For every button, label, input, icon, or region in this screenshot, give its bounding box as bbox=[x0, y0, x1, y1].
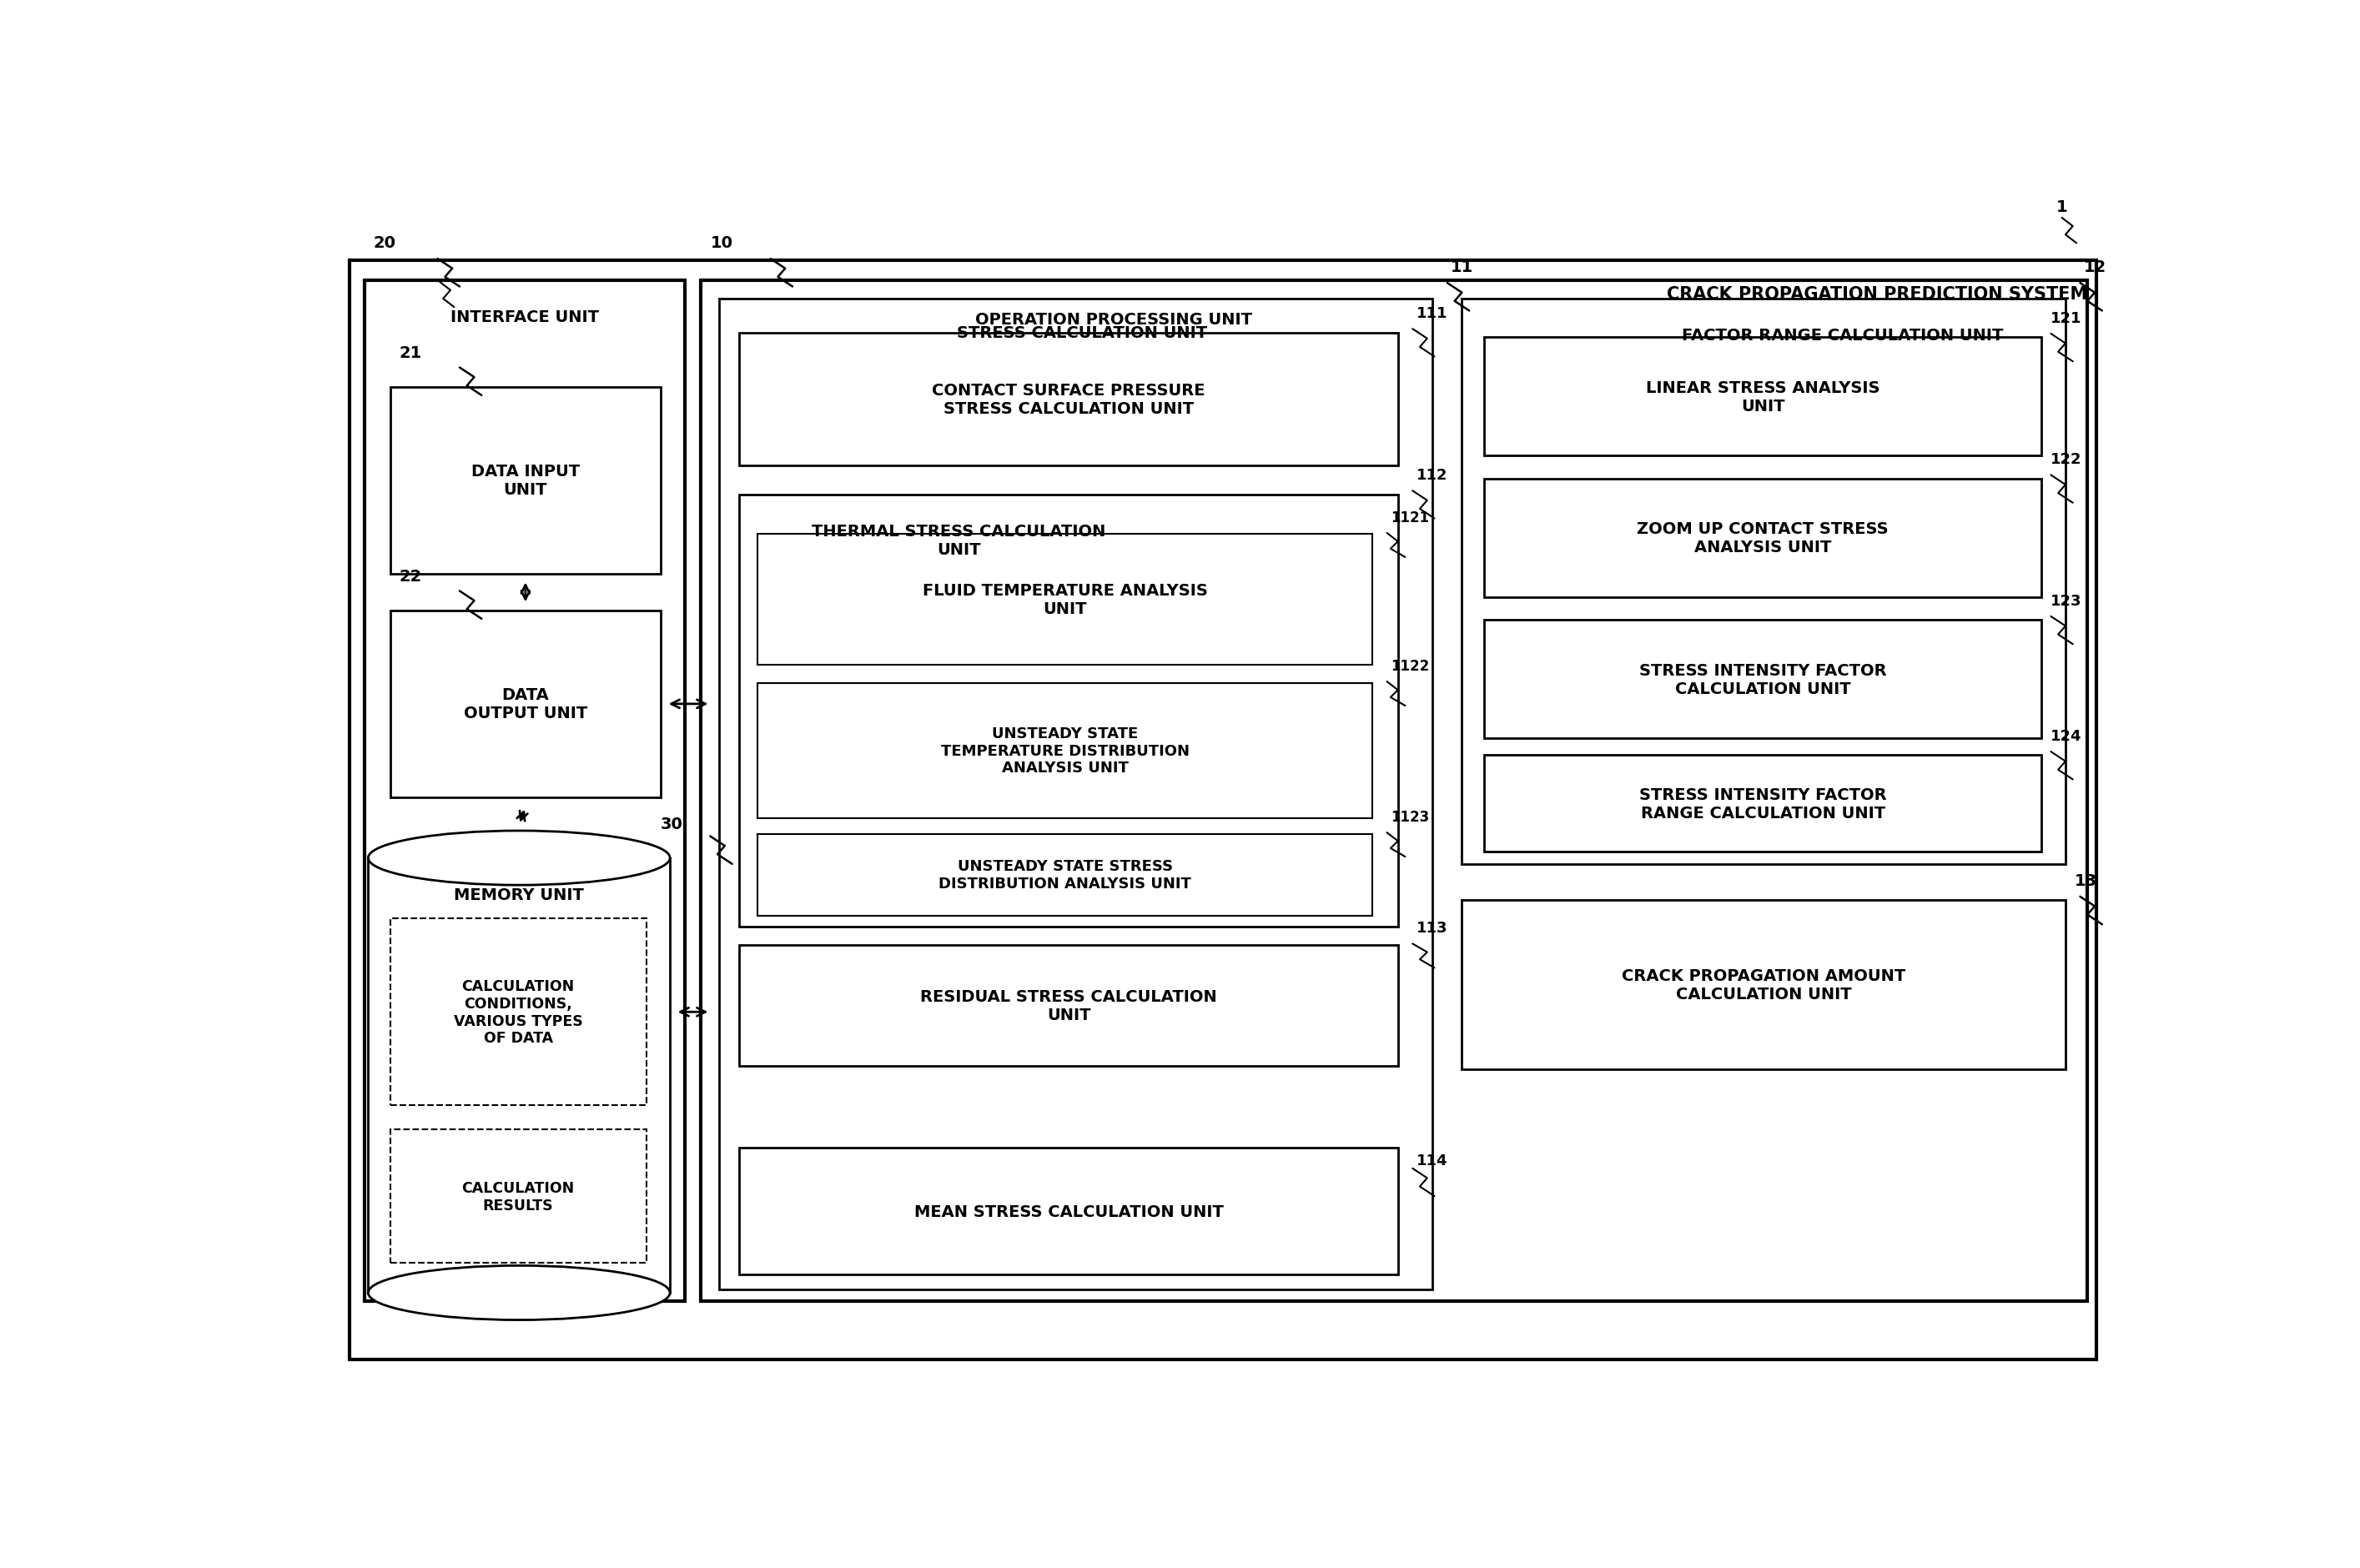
Bar bbox=[739, 1148, 1397, 1275]
Ellipse shape bbox=[368, 1265, 670, 1320]
Bar bbox=[720, 299, 1433, 1289]
Ellipse shape bbox=[368, 831, 670, 886]
Text: 1: 1 bbox=[2056, 199, 2067, 215]
Text: 121: 121 bbox=[2051, 310, 2082, 326]
Text: CONTACT SURFACE PRESSURE
STRESS CALCULATION UNIT: CONTACT SURFACE PRESSURE STRESS CALCULAT… bbox=[932, 383, 1206, 417]
Text: MEMORY UNIT: MEMORY UNIT bbox=[453, 886, 583, 903]
Text: UNSTEADY STATE STRESS
DISTRIBUTION ANALYSIS UNIT: UNSTEADY STATE STRESS DISTRIBUTION ANALY… bbox=[939, 859, 1192, 891]
Bar bbox=[758, 535, 1371, 665]
Text: CALCULATION
RESULTS: CALCULATION RESULTS bbox=[463, 1181, 573, 1212]
Text: STRESS INTENSITY FACTOR
RANGE CALCULATION UNIT: STRESS INTENSITY FACTOR RANGE CALCULATIO… bbox=[1640, 787, 1886, 822]
Text: INTERFACE UNIT: INTERFACE UNIT bbox=[451, 309, 599, 325]
Bar bbox=[1484, 480, 2041, 597]
Text: 122: 122 bbox=[2051, 452, 2082, 467]
Bar bbox=[1484, 621, 2041, 739]
Text: DATA INPUT
UNIT: DATA INPUT UNIT bbox=[472, 464, 581, 499]
Text: MEAN STRESS CALCULATION UNIT: MEAN STRESS CALCULATION UNIT bbox=[913, 1204, 1222, 1220]
Bar bbox=[739, 495, 1397, 927]
Text: 11: 11 bbox=[1451, 259, 1473, 274]
Text: LINEAR STRESS ANALYSIS
UNIT: LINEAR STRESS ANALYSIS UNIT bbox=[1645, 379, 1881, 414]
Text: CRACK PROPAGATION PREDICTION SYSTEM: CRACK PROPAGATION PREDICTION SYSTEM bbox=[1666, 285, 2086, 303]
Bar bbox=[363, 281, 684, 1301]
Text: ZOOM UP CONTACT STRESS
ANALYSIS UNIT: ZOOM UP CONTACT STRESS ANALYSIS UNIT bbox=[1638, 521, 1888, 555]
Text: 124: 124 bbox=[2051, 729, 2082, 743]
Bar bbox=[758, 834, 1371, 916]
Text: 1121: 1121 bbox=[1390, 510, 1430, 525]
Text: 10: 10 bbox=[710, 235, 732, 251]
Text: 30: 30 bbox=[661, 815, 682, 831]
Text: OPERATION PROCESSING UNIT: OPERATION PROCESSING UNIT bbox=[975, 312, 1253, 328]
Text: FACTOR RANGE CALCULATION UNIT: FACTOR RANGE CALCULATION UNIT bbox=[1680, 328, 2004, 343]
Bar bbox=[1461, 900, 2065, 1069]
Bar bbox=[739, 332, 1397, 466]
Bar bbox=[758, 684, 1371, 818]
Text: FLUID TEMPERATURE ANALYSIS
UNIT: FLUID TEMPERATURE ANALYSIS UNIT bbox=[923, 583, 1208, 616]
Bar bbox=[389, 919, 647, 1105]
Text: 22: 22 bbox=[399, 568, 422, 585]
Bar bbox=[389, 610, 661, 798]
Bar bbox=[1461, 299, 2065, 864]
Bar bbox=[1484, 337, 2041, 456]
Text: DATA
OUTPUT UNIT: DATA OUTPUT UNIT bbox=[463, 687, 588, 721]
Text: 20: 20 bbox=[373, 235, 396, 251]
Text: 1122: 1122 bbox=[1390, 659, 1430, 674]
Text: 21: 21 bbox=[399, 345, 422, 361]
Text: 123: 123 bbox=[2051, 593, 2082, 608]
Bar bbox=[1484, 756, 2041, 853]
Text: UNSTEADY STATE
TEMPERATURE DISTRIBUTION
ANALYSIS UNIT: UNSTEADY STATE TEMPERATURE DISTRIBUTION … bbox=[942, 726, 1189, 776]
Text: 1123: 1123 bbox=[1390, 809, 1430, 825]
Text: 114: 114 bbox=[1416, 1152, 1447, 1168]
Text: CRACK PROPAGATION AMOUNT
CALCULATION UNIT: CRACK PROPAGATION AMOUNT CALCULATION UNI… bbox=[1621, 967, 1905, 1002]
Text: 113: 113 bbox=[1416, 920, 1447, 936]
Text: 13: 13 bbox=[2074, 872, 2098, 889]
Text: STRESS CALCULATION UNIT: STRESS CALCULATION UNIT bbox=[958, 325, 1208, 340]
Text: 111: 111 bbox=[1416, 306, 1447, 321]
Bar bbox=[389, 1131, 647, 1262]
Text: 112: 112 bbox=[1416, 467, 1447, 483]
Bar bbox=[701, 281, 2089, 1301]
Text: RESIDUAL STRESS CALCULATION
UNIT: RESIDUAL STRESS CALCULATION UNIT bbox=[920, 988, 1218, 1022]
Bar bbox=[389, 387, 661, 574]
Bar bbox=[739, 946, 1397, 1066]
Text: STRESS INTENSITY FACTOR
CALCULATION UNIT: STRESS INTENSITY FACTOR CALCULATION UNIT bbox=[1640, 662, 1886, 696]
Text: 12: 12 bbox=[2084, 259, 2107, 274]
Text: THERMAL STRESS CALCULATION
UNIT: THERMAL STRESS CALCULATION UNIT bbox=[812, 524, 1107, 558]
Text: CALCULATION
CONDITIONS,
VARIOUS TYPES
OF DATA: CALCULATION CONDITIONS, VARIOUS TYPES OF… bbox=[453, 978, 583, 1046]
